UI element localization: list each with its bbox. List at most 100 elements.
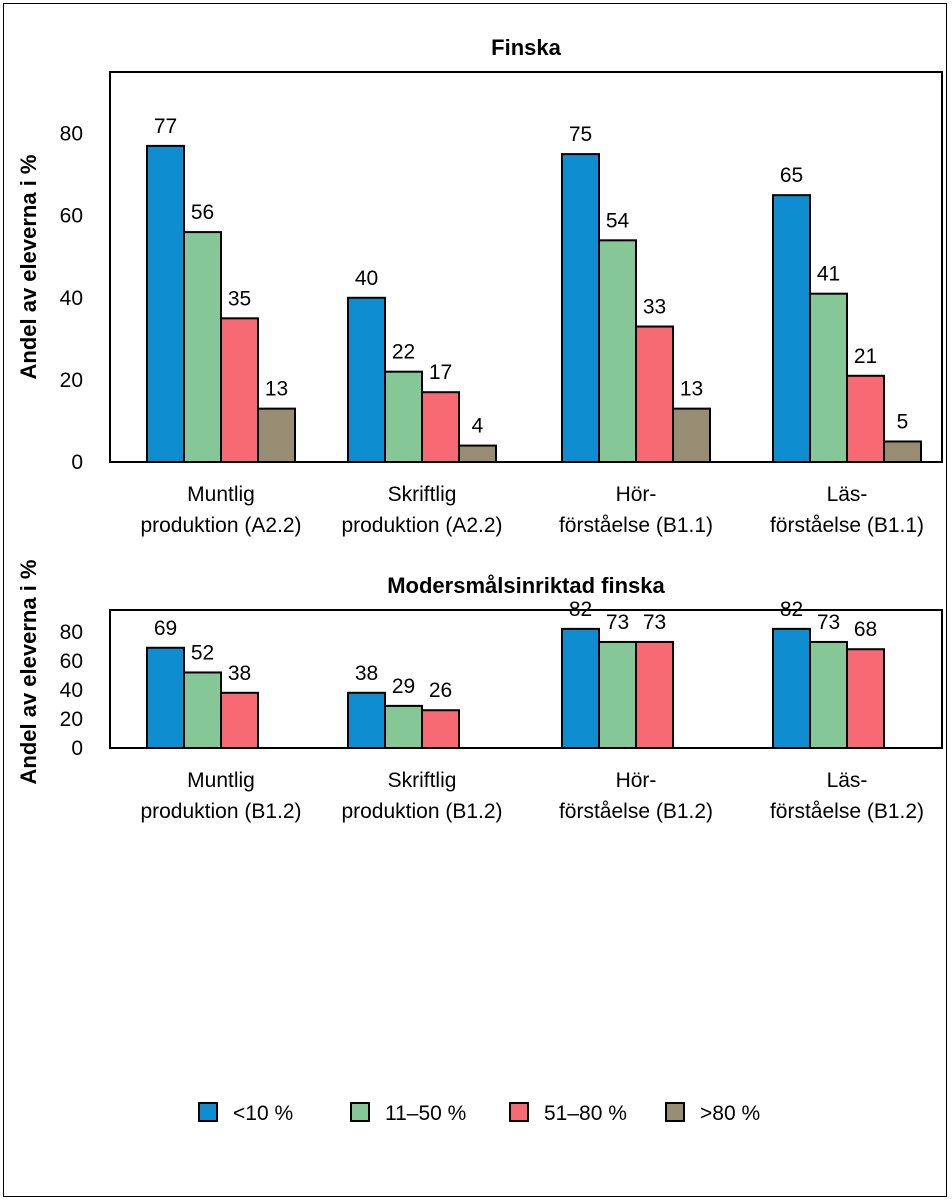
data-label: 73 — [606, 611, 629, 634]
bar — [598, 640, 637, 749]
data-label: 41 — [817, 263, 840, 286]
data-label: 33 — [643, 296, 666, 319]
bar — [257, 407, 296, 464]
y-tick-label: 80 — [60, 621, 83, 644]
x-category-label-line1: Muntlig — [187, 483, 255, 506]
data-label: 38 — [355, 662, 378, 685]
x-category-label-line2: förståelse (B1.1) — [770, 514, 924, 537]
y-tick-label: 20 — [60, 708, 83, 731]
bar — [672, 407, 711, 464]
data-label: 52 — [191, 641, 214, 664]
data-label: 21 — [854, 345, 877, 368]
bar — [772, 194, 811, 463]
bar — [809, 640, 848, 749]
data-label: 73 — [817, 611, 840, 634]
x-category-label-line1: Läs- — [827, 483, 868, 506]
data-label: 65 — [780, 164, 803, 187]
x-category-label-line1: Hör- — [616, 769, 657, 792]
bar — [772, 627, 811, 750]
data-label: 82 — [780, 598, 803, 621]
data-label: 38 — [228, 662, 251, 685]
bar — [809, 292, 848, 463]
legend-swatch — [198, 1102, 218, 1122]
legend-label: <10 % — [233, 1102, 293, 1125]
x-category-label-line2: förståelse (B1.2) — [559, 800, 713, 823]
data-label: 68 — [854, 618, 877, 641]
y-tick-label: 40 — [60, 287, 83, 310]
y-axis-label: Andel av eleverna i % — [16, 560, 41, 785]
bar — [561, 627, 600, 750]
x-category-label-line1: Hör- — [616, 483, 657, 506]
x-category-label-line2: produktion (A2.2) — [341, 514, 502, 537]
x-category-label-line2: förståelse (B1.1) — [559, 514, 713, 537]
legend-swatch — [665, 1102, 685, 1122]
bar — [883, 440, 922, 464]
bar — [183, 671, 222, 749]
data-label: 22 — [392, 341, 415, 364]
data-label: 69 — [154, 617, 177, 640]
y-tick-label: 0 — [71, 451, 83, 474]
bar — [458, 444, 497, 464]
y-tick-label: 0 — [71, 737, 83, 760]
y-axis-label: Andel av eleverna i % — [16, 155, 41, 380]
legend-label: 11–50 % — [385, 1102, 466, 1125]
data-label: 29 — [392, 675, 415, 698]
x-category-label-line1: Skriftlig — [388, 483, 457, 506]
data-label: 75 — [569, 123, 592, 146]
x-category-label-line1: Muntlig — [187, 769, 255, 792]
y-tick-label: 20 — [60, 369, 83, 392]
data-label: 17 — [429, 361, 452, 384]
bar — [347, 296, 386, 463]
data-label: 56 — [191, 201, 214, 224]
y-tick-label: 60 — [60, 205, 83, 228]
x-category-label-line2: förståelse (B1.2) — [770, 800, 924, 823]
x-category-label-line2: produktion (B1.2) — [341, 800, 502, 823]
data-label: 13 — [265, 378, 288, 401]
bar — [561, 153, 600, 464]
bar — [183, 231, 222, 463]
bar — [635, 640, 674, 749]
chart-panel-2: Modersmålsinriktad finska Andel av elever… — [16, 560, 943, 823]
legend-label: 51–80 % — [544, 1102, 627, 1125]
bar — [146, 646, 185, 750]
data-label: 5 — [897, 410, 909, 433]
bar — [846, 648, 885, 750]
bar — [635, 325, 674, 463]
bar — [220, 691, 259, 749]
data-label: 54 — [606, 209, 630, 232]
bar — [220, 317, 259, 463]
data-label: 35 — [228, 287, 251, 310]
bar — [384, 370, 423, 463]
legend: <10 % 11–50 % 51–80 % >80 % — [198, 1102, 760, 1125]
plot-area — [109, 71, 943, 463]
data-label: 77 — [154, 115, 177, 138]
x-category-label-line2: produktion (A2.2) — [140, 514, 301, 537]
legend-label: >80 % — [700, 1102, 760, 1125]
bar — [347, 691, 386, 749]
data-label: 4 — [472, 415, 484, 438]
x-category-label-line1: Läs- — [827, 769, 868, 792]
bar — [421, 391, 460, 464]
legend-swatch — [350, 1102, 370, 1122]
chart-panel-1: Finska Andel av eleverna i % 0 20 40 60 80 77 40… — [16, 35, 943, 537]
bar — [146, 144, 185, 463]
x-category-label-line1: Skriftlig — [388, 769, 457, 792]
chart-title: Finska — [491, 35, 561, 60]
bar — [421, 709, 460, 749]
legend-swatch — [509, 1102, 529, 1122]
bar — [846, 374, 885, 463]
data-label: 73 — [643, 611, 666, 634]
data-label: 13 — [680, 378, 703, 401]
bar — [598, 239, 637, 463]
data-label: 26 — [429, 679, 452, 702]
data-label: 82 — [569, 598, 592, 621]
chart-title: Modersmålsinriktad finska — [387, 573, 665, 598]
x-category-label-line2: produktion (B1.2) — [140, 800, 301, 823]
data-label: 40 — [355, 267, 378, 290]
y-tick-label: 40 — [60, 679, 83, 702]
y-tick-label: 60 — [60, 650, 83, 673]
plot-area — [109, 609, 943, 749]
y-tick-label: 80 — [60, 123, 83, 146]
bar — [384, 704, 423, 749]
